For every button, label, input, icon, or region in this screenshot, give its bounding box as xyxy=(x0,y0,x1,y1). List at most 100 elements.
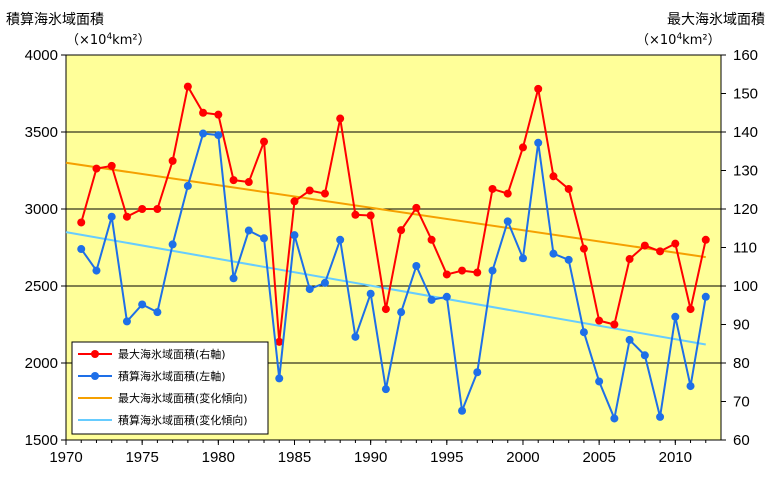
legend-swatch-marker xyxy=(91,350,99,358)
right-series-point xyxy=(244,178,253,187)
right-series-point xyxy=(503,189,512,198)
right-series-point xyxy=(701,235,710,244)
x-tick-label: 1975 xyxy=(125,449,158,466)
left-series-point xyxy=(488,266,497,275)
left-series-point xyxy=(260,234,269,243)
right-series-point xyxy=(427,235,436,244)
right-series-point xyxy=(564,184,573,193)
right-tick-label: 140 xyxy=(733,124,758,141)
legend-label: 最大海氷域面積(右軸) xyxy=(118,347,226,361)
left-series-point xyxy=(336,235,345,244)
right-series-point xyxy=(686,305,695,314)
left-series-point xyxy=(381,385,390,394)
left-series-point xyxy=(518,254,527,263)
right-series-point xyxy=(595,316,604,325)
left-series-point xyxy=(503,217,512,226)
left-series-point xyxy=(290,231,299,240)
legend-label: 最大海氷域面積(変化傾向) xyxy=(118,391,248,405)
right-axis-unit: （×104km²） xyxy=(636,32,721,48)
right-tick-label: 160 xyxy=(733,47,758,64)
right-series-point xyxy=(107,161,116,170)
right-series-point xyxy=(534,84,543,93)
x-tick-label: 1985 xyxy=(278,449,311,466)
left-series-point xyxy=(199,129,208,138)
right-tick-label: 130 xyxy=(733,163,758,180)
left-series-point xyxy=(656,412,665,421)
right-series-point xyxy=(640,241,649,250)
legend: 最大海氷域面積(右軸) 積算海氷域面積(左軸) 最大海氷域面積(変化傾向) 積算海氷域… xyxy=(71,341,269,435)
left-series-point xyxy=(153,308,162,317)
right-series-point xyxy=(275,337,284,346)
left-series-point xyxy=(168,240,177,249)
x-axis-ticks: 1970 1975 1980 1985 1990 1995 2000 2005 2010 xyxy=(49,440,707,466)
right-tick-label: 120 xyxy=(733,201,758,218)
right-tick-label: 150 xyxy=(733,86,758,103)
left-series-point xyxy=(320,278,329,287)
right-series-point xyxy=(656,247,665,256)
left-series-point xyxy=(412,261,421,270)
left-series-point xyxy=(107,212,116,221)
right-series-point xyxy=(229,176,238,185)
left-tick-label: 2000 xyxy=(25,355,58,372)
left-tick-label: 2500 xyxy=(25,278,58,295)
right-trend-line xyxy=(65,161,706,259)
left-series-point xyxy=(534,138,543,147)
legend-box xyxy=(71,341,269,435)
right-series-point xyxy=(153,205,162,213)
right-series-point xyxy=(305,186,314,195)
right-series-point xyxy=(351,210,360,219)
right-series-point xyxy=(610,320,619,329)
right-series-point xyxy=(518,143,527,152)
left-trend-line xyxy=(65,231,706,346)
right-series-point xyxy=(199,108,208,117)
right-series-point xyxy=(77,218,86,227)
left-axis-unit: （×104km²） xyxy=(66,32,151,48)
left-series-point xyxy=(351,332,360,341)
left-series-point xyxy=(244,226,253,235)
right-series-point xyxy=(138,205,147,213)
series-layer xyxy=(65,82,710,423)
right-tick-label: 110 xyxy=(733,240,757,257)
right-tick-label: 80 xyxy=(733,355,750,372)
left-tick-label: 1500 xyxy=(25,432,58,449)
left-series-point xyxy=(458,406,467,415)
right-axis-title: 最大海氷域面積 xyxy=(667,12,765,28)
x-tick-label: 1995 xyxy=(430,449,463,466)
right-series-point xyxy=(290,197,299,206)
right-series-point xyxy=(183,82,192,91)
left-series-point xyxy=(442,292,451,301)
left-series-point xyxy=(122,317,131,326)
left-series-point xyxy=(564,255,573,264)
right-series-point xyxy=(625,255,634,264)
right-series-point xyxy=(381,305,390,314)
left-axis-title: 積算海氷域面積 xyxy=(6,12,104,28)
left-series-point xyxy=(427,295,436,304)
left-tick-label: 4000 xyxy=(25,47,58,64)
left-tick-label: 3000 xyxy=(25,201,58,218)
left-axis-ticks: 1500 2000 2500 3000 3500 4000 xyxy=(25,47,66,449)
right-series-point xyxy=(458,266,467,275)
legend-swatch-marker xyxy=(91,372,99,380)
right-series-point xyxy=(488,184,497,193)
left-series-point xyxy=(579,328,588,337)
right-series-point xyxy=(336,114,345,123)
left-series-point xyxy=(610,414,619,423)
left-series-point xyxy=(625,335,634,344)
left-series-point xyxy=(686,382,695,391)
left-series-point xyxy=(183,181,192,190)
left-series-point xyxy=(305,285,314,294)
right-series-point xyxy=(122,212,131,221)
right-series-point xyxy=(92,164,101,173)
left-series-point xyxy=(92,266,101,275)
right-tick-label: 90 xyxy=(733,317,750,334)
left-series-point xyxy=(229,274,238,283)
right-series-point xyxy=(320,189,329,198)
x-tick-label: 2010 xyxy=(659,449,692,466)
x-tick-label: 2005 xyxy=(582,449,615,466)
right-series-point xyxy=(549,172,558,181)
right-series-point xyxy=(260,137,269,146)
left-series-point xyxy=(214,131,223,140)
left-series-point xyxy=(595,377,604,386)
right-series-point xyxy=(579,244,588,253)
